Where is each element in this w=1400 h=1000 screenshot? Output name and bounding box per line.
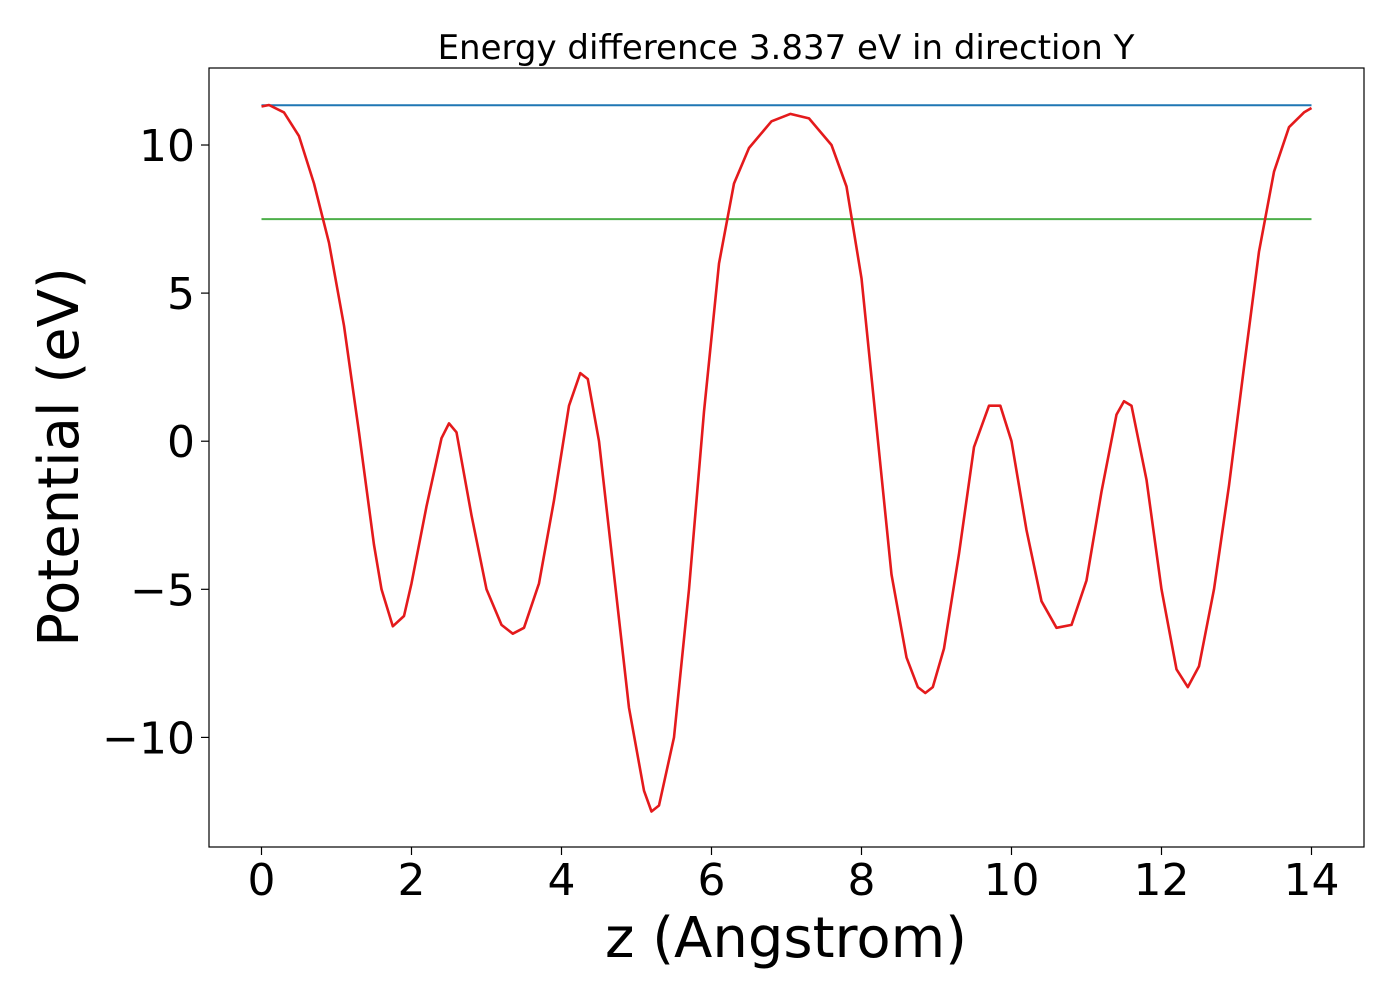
x-axis-ticks: 0 2 4 6 8 10 12 14 (248, 847, 1340, 906)
x-tick-label: 12 (1134, 855, 1190, 906)
x-tick-label: 2 (398, 855, 426, 906)
y-tick-label: −5 (130, 565, 195, 616)
y-tick-label: 5 (167, 269, 195, 320)
y-tick-label: 0 (167, 417, 195, 468)
series-layer (261, 103, 1313, 813)
series-line-0 (261, 103, 1313, 813)
x-tick-label: 8 (848, 855, 876, 906)
plot-frame (208, 67, 1365, 848)
x-tick-label: 14 (1284, 855, 1340, 906)
y-tick-label: −10 (102, 713, 195, 764)
y-axis-label: Potential (eV) (27, 267, 92, 647)
x-axis-label: z (Angstrom) (605, 906, 967, 971)
y-tick-label: 10 (139, 121, 195, 172)
x-tick-label: 10 (984, 855, 1040, 906)
x-tick-label: 6 (698, 855, 726, 906)
x-tick-label: 0 (248, 855, 276, 906)
y-axis-ticks: −10 −5 0 5 10 (102, 121, 209, 764)
x-tick-label: 4 (548, 855, 576, 906)
chart-title: Energy difference 3.837 eV in direction … (438, 28, 1135, 68)
